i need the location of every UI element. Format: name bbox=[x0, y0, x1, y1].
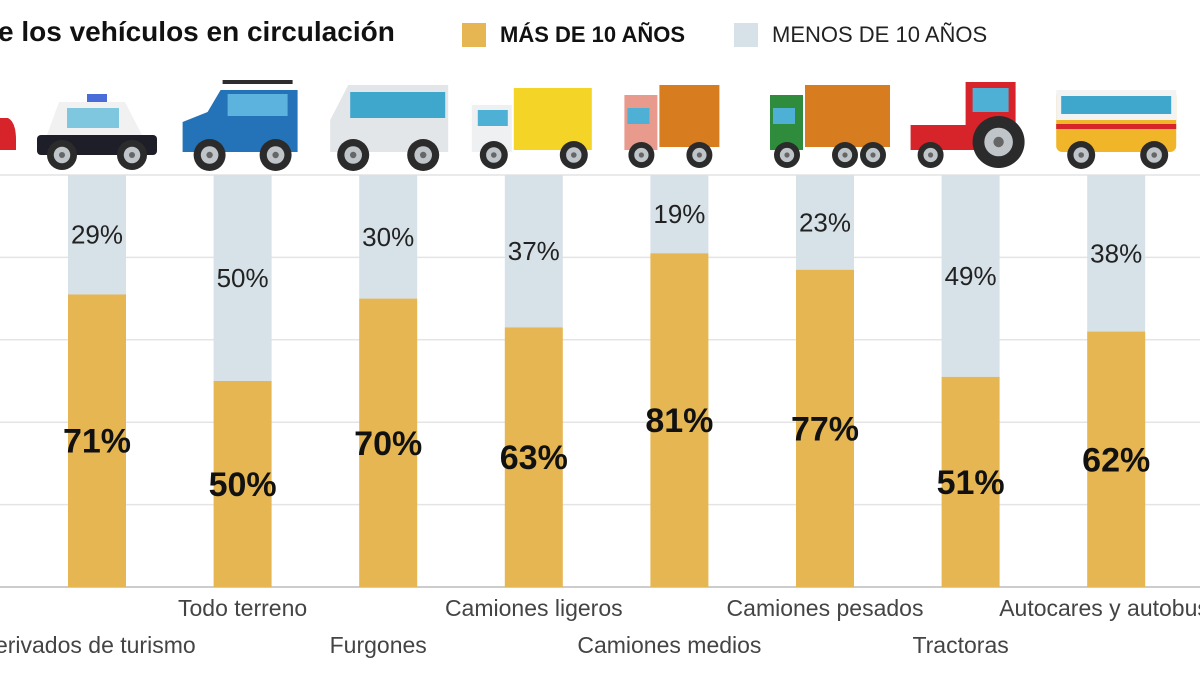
hub bbox=[206, 151, 213, 159]
category-label: Autocares y autobuses bbox=[999, 595, 1200, 621]
data-label-older: 77% bbox=[791, 410, 859, 448]
category-label: Camiones medios bbox=[577, 632, 761, 658]
window bbox=[773, 108, 795, 124]
window bbox=[627, 108, 650, 124]
data-label-newer: 23% bbox=[799, 207, 851, 237]
hub bbox=[129, 152, 135, 158]
windows bbox=[1061, 96, 1172, 114]
data-label-older: 50% bbox=[209, 466, 277, 504]
data-label-newer: 38% bbox=[1090, 238, 1142, 268]
cargo bbox=[513, 88, 592, 150]
container bbox=[805, 85, 890, 147]
data-label-newer: 50% bbox=[217, 263, 269, 293]
window bbox=[67, 108, 119, 128]
legend-label-older: MÁS DE 10 AÑOS bbox=[500, 22, 686, 47]
category-label: Todo terreno bbox=[178, 595, 307, 621]
hub bbox=[870, 152, 876, 158]
hub bbox=[1151, 152, 1157, 158]
heavy-truck-icon bbox=[770, 85, 890, 168]
medium-truck-icon bbox=[624, 85, 720, 168]
van-icon bbox=[330, 85, 449, 171]
hub bbox=[638, 152, 645, 158]
window bbox=[477, 110, 508, 126]
bar-older bbox=[650, 253, 709, 587]
stripe bbox=[1056, 124, 1177, 129]
bar-newer bbox=[68, 175, 126, 295]
tractor-icon bbox=[910, 82, 1025, 168]
hub bbox=[928, 152, 934, 158]
data-label-older: 71% bbox=[63, 423, 131, 461]
suv-icon bbox=[182, 80, 298, 171]
bar-older bbox=[941, 376, 1000, 587]
light-truck-icon bbox=[471, 88, 592, 169]
data-label-older: 51% bbox=[937, 464, 1005, 502]
bar-older bbox=[796, 269, 854, 587]
data-label-newer: 30% bbox=[362, 222, 414, 252]
container bbox=[659, 85, 720, 147]
bar-older bbox=[213, 381, 272, 587]
bus-icon bbox=[1056, 90, 1177, 169]
bar-newer bbox=[213, 175, 272, 381]
bar-newer bbox=[650, 175, 709, 254]
car-icon bbox=[0, 118, 16, 150]
bar-newer bbox=[796, 175, 854, 270]
category-label: Camiones ligeros bbox=[445, 595, 623, 621]
hub bbox=[59, 152, 65, 158]
roof-rack bbox=[222, 80, 293, 84]
window bbox=[350, 92, 446, 118]
hub bbox=[993, 136, 1004, 148]
legend-item-older: MÁS DE 10 AÑOS bbox=[462, 22, 685, 48]
bar-older bbox=[504, 327, 563, 587]
data-label-newer: 29% bbox=[71, 220, 123, 250]
bar-newer bbox=[359, 175, 418, 299]
hub bbox=[1078, 152, 1084, 158]
legend-swatch-newer bbox=[734, 23, 758, 47]
data-label-older: 63% bbox=[500, 439, 568, 477]
hub bbox=[842, 152, 848, 158]
category-label: Derivados de turismo bbox=[0, 632, 196, 658]
category-label: Tractoras bbox=[912, 632, 1008, 658]
window bbox=[972, 88, 1009, 112]
bar-newer bbox=[504, 175, 563, 328]
data-label-newer: 37% bbox=[508, 236, 560, 266]
hub bbox=[784, 152, 790, 158]
bar-older bbox=[359, 298, 418, 587]
category-label: Camiones pesados bbox=[727, 595, 924, 621]
siren bbox=[87, 94, 107, 102]
legend-swatch-older bbox=[462, 23, 486, 47]
data-label-older: 70% bbox=[354, 425, 422, 463]
hub bbox=[571, 152, 577, 158]
legend-label-newer: MENOS DE 10 AÑOS bbox=[772, 22, 988, 47]
bar-newer bbox=[941, 175, 1000, 377]
legend-item-newer: MENOS DE 10 AÑOS bbox=[734, 22, 987, 48]
hub bbox=[350, 151, 357, 159]
hub bbox=[420, 151, 427, 159]
bar-newer bbox=[1087, 175, 1146, 332]
data-label-newer: 49% bbox=[945, 261, 997, 291]
bar-older bbox=[68, 294, 126, 587]
data-label-newer: 19% bbox=[653, 199, 705, 229]
category-label: Furgones bbox=[330, 632, 427, 658]
police-car-icon bbox=[37, 94, 157, 170]
hub bbox=[696, 152, 703, 158]
chart-title: e los vehículos en circulación bbox=[0, 16, 395, 47]
data-label-older: 81% bbox=[645, 402, 713, 440]
bar-older bbox=[1087, 331, 1146, 587]
hub bbox=[491, 152, 497, 158]
window bbox=[227, 94, 288, 116]
hub bbox=[272, 151, 279, 159]
data-label-older: 62% bbox=[1082, 441, 1150, 479]
